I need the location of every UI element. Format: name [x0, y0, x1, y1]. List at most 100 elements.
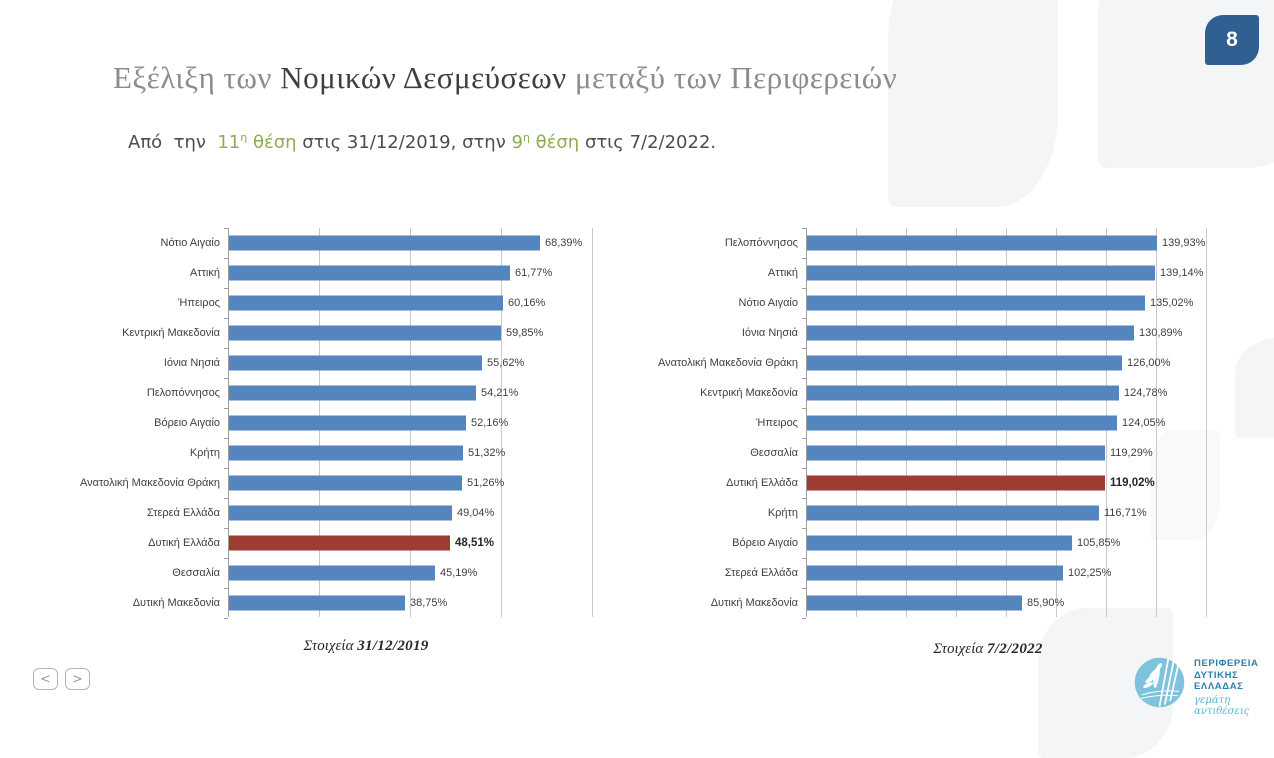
value-label: 54,21% [481, 387, 519, 399]
bar-track: 119,29% [806, 438, 1206, 468]
bar [807, 445, 1105, 461]
axis-tick [224, 498, 228, 499]
value-label: 85,90% [1027, 597, 1065, 609]
title-part-1: Εξέλιξη των [113, 60, 281, 95]
axis-tick [224, 468, 228, 469]
value-label: 130,89% [1139, 327, 1183, 339]
bar [807, 505, 1099, 521]
value-label: 52,16% [471, 417, 509, 429]
bar [229, 325, 501, 341]
axis-tick [802, 378, 806, 379]
logo-tagline: γεμάτη αντιθέσεις [1194, 694, 1250, 717]
prev-slide-button[interactable]: < [33, 668, 58, 690]
category-label: Βόρειο Αιγαίο [732, 537, 798, 549]
region-logo: ΠΕΡΙΦΕΡΕΙΑ ΔΥΤΙΚΗΣ ΕΛΛΑΔΑΣ γεμάτη αντιθέ… [1133, 656, 1274, 717]
chart-row: Θεσσαλία 45,19% [88, 558, 592, 588]
category-label: Νότιο Αιγαίο [160, 237, 220, 249]
bar-track: 60,16% [228, 288, 592, 318]
bar-highlighted [229, 535, 450, 551]
caption-date: 7/2/2022 [987, 641, 1043, 657]
slide-title: Εξέλιξη των Νομικών Δεσμεύσεων μεταξύ τω… [113, 60, 1173, 96]
axis-tick [224, 438, 228, 439]
chart-caption-2022: Στοιχεία 7/2/2022 [873, 641, 1103, 658]
axis-tick [802, 438, 806, 439]
chart-row: Στερεά Ελλάδα 102,25% [640, 558, 1206, 588]
bar-track: 54,21% [228, 378, 592, 408]
bar-track: 135,02% [806, 288, 1206, 318]
bar-track: 124,05% [806, 408, 1206, 438]
background-leaf [888, 0, 1058, 207]
chart-row: Βόρειο Αιγαίο 105,85% [640, 528, 1206, 558]
value-label: 61,77% [515, 267, 553, 279]
value-label: 48,51% [455, 537, 495, 549]
chart-row: Κεντρική Μακεδονία 124,78% [640, 378, 1206, 408]
value-label: 124,05% [1122, 417, 1166, 429]
bar-track: 68,39% [228, 228, 592, 258]
logo-line-3: ΕΛΛΑΔΑΣ [1194, 681, 1244, 692]
category-label: Κεντρική Μακεδονία [122, 327, 220, 339]
chart-row: Αττική 139,14% [640, 258, 1206, 288]
bar-track: 59,85% [228, 318, 592, 348]
olive-branch-logo-icon [1134, 657, 1185, 708]
gridline [592, 228, 593, 617]
axis-tick [224, 588, 228, 589]
gridline [501, 228, 502, 617]
bar [807, 295, 1145, 311]
chart-row: Κεντρική Μακεδονία 59,85% [88, 318, 592, 348]
page-number-badge: 8 [1205, 15, 1259, 65]
category-label: Αττική [767, 267, 798, 279]
value-label: 51,26% [467, 477, 505, 489]
axis-tick [802, 498, 806, 499]
axis-tick [802, 468, 806, 469]
category-label: Δυτική Ελλάδα [726, 477, 798, 489]
category-axis [806, 228, 807, 617]
caption-date: 31/12/2019 [357, 638, 429, 654]
axis-tick [224, 318, 228, 319]
gridline [1156, 228, 1157, 617]
background-leaf [1235, 338, 1274, 438]
bar-track: 85,90% [806, 588, 1206, 618]
bar-track: 61,77% [228, 258, 592, 288]
category-label: Στερεά Ελλάδα [146, 507, 220, 519]
axis-tick [802, 348, 806, 349]
bar-track: 116,71% [806, 498, 1206, 528]
bar-track: 55,62% [228, 348, 592, 378]
chart-row: Θεσσαλία 119,29% [640, 438, 1206, 468]
title-part-2: Νομικών Δεσμεύσεων [280, 60, 567, 95]
chart-row: Νότιο Αιγαίο 135,02% [640, 288, 1206, 318]
bar-track: 126,00% [806, 348, 1206, 378]
bar [807, 235, 1157, 251]
category-label: Κρήτη [767, 507, 798, 519]
chart-row: Ιόνια Νησιά 130,89% [640, 318, 1206, 348]
bar-track: 49,04% [228, 498, 592, 528]
bar [807, 385, 1119, 401]
bar-track: 102,25% [806, 558, 1206, 588]
chart-row: Στερεά Ελλάδα 49,04% [88, 498, 592, 528]
subtitle-lead: Από την [128, 132, 218, 153]
chart-row: Δυτική Μακεδονία 38,75% [88, 588, 592, 618]
value-label: 105,85% [1077, 537, 1121, 549]
axis-tick [802, 588, 806, 589]
bar-track: 51,26% [228, 468, 592, 498]
chart-row: Ήπειρος 124,05% [640, 408, 1206, 438]
chart-row: Ανατολική Μακεδονία Θράκη 51,26% [80, 468, 592, 498]
bar-highlighted [807, 475, 1105, 491]
category-label: Νότιο Αιγαίο [738, 297, 798, 309]
axis-tick [224, 408, 228, 409]
bar [229, 415, 466, 431]
logo-line-2: ΔΥΤΙΚΗΣ [1194, 669, 1239, 681]
bar-track: 124,78% [806, 378, 1206, 408]
axis-tick [802, 258, 806, 259]
category-label: Δυτική Μακεδονία [710, 597, 798, 609]
value-label: 116,71% [1104, 507, 1147, 519]
chevron-right-icon: > [72, 671, 83, 687]
category-label: Δυτική Ελλάδα [148, 537, 220, 549]
next-slide-button[interactable]: > [65, 668, 90, 690]
chart-row: Βόρειο Αιγαίο 52,16% [88, 408, 592, 438]
subtitle-rank-1: 11η θέση [217, 131, 297, 153]
chart-row: Νότιο Αιγαίο 68,39% [88, 228, 592, 258]
axis-tick [224, 528, 228, 529]
value-label: 59,85% [506, 327, 544, 339]
bar-track: 48,51% [228, 528, 592, 558]
category-label: Κεντρική Μακεδονία [700, 387, 798, 399]
